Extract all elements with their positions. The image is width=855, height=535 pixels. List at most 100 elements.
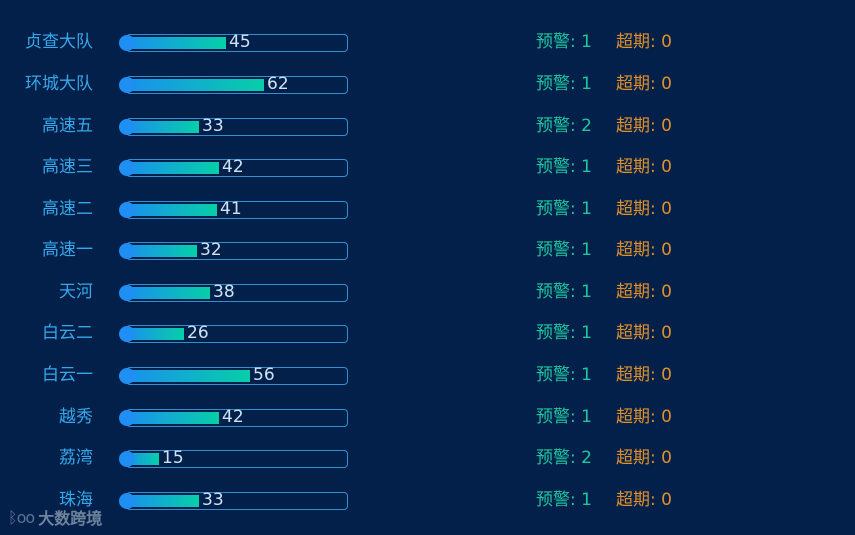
bar-knob-icon: [119, 451, 135, 467]
bar-row: 贞查大队 45 预警: 1 超期: 0: [0, 27, 855, 57]
category-label: 高速三: [42, 157, 93, 177]
overdue-count: 超期: 0: [616, 448, 672, 468]
bar-row: 越秀 42 预警: 1 超期: 0: [0, 402, 855, 432]
watermark-logo-icon: ᛒoo: [8, 507, 35, 527]
overdue-label: 超期: [616, 32, 650, 52]
overdue-count: 超期: 0: [616, 157, 672, 177]
overdue-label: 超期: [616, 282, 650, 302]
overdue-label: 超期: [616, 407, 650, 427]
overdue-value: 0: [661, 74, 672, 94]
category-label: 越秀: [59, 407, 93, 427]
bar-knob-icon: [119, 202, 135, 218]
bar-row: 荔湾 15 预警: 2 超期: 0: [0, 443, 855, 473]
bar-value-label: 38: [213, 282, 235, 302]
bar-knob-icon: [119, 35, 135, 51]
bar-fill: [126, 37, 226, 49]
warning-value: 2: [581, 116, 592, 136]
warning-label: 预警: [536, 199, 570, 219]
overdue-value: 0: [661, 157, 672, 177]
bar-fill: [126, 162, 219, 174]
bar-value-label: 62: [267, 74, 289, 94]
bar-fill: [126, 204, 217, 216]
warning-value: 1: [581, 490, 592, 510]
watermark: ᛒoo 大数跨境: [8, 505, 102, 529]
warning-label: 预警: [536, 282, 570, 302]
overdue-count: 超期: 0: [616, 199, 672, 219]
warning-label: 预警: [536, 365, 570, 385]
overdue-label: 超期: [616, 157, 650, 177]
category-label: 高速五: [42, 116, 93, 136]
bar-knob-icon: [119, 77, 135, 93]
warning-value: 1: [581, 32, 592, 52]
warning-count: 预警: 1: [536, 199, 592, 219]
overdue-count: 超期: 0: [616, 240, 672, 260]
warning-label: 预警: [536, 490, 570, 510]
bar-row: 高速二 41 预警: 1 超期: 0: [0, 194, 855, 224]
warning-count: 预警: 1: [536, 490, 592, 510]
bar-knob-icon: [119, 119, 135, 135]
overdue-count: 超期: 0: [616, 32, 672, 52]
warning-label: 预警: [536, 74, 570, 94]
overdue-label: 超期: [616, 323, 650, 343]
category-label: 环城大队: [25, 74, 93, 94]
warning-label: 预警: [536, 448, 570, 468]
warning-value: 1: [581, 365, 592, 385]
bar-fill: [126, 370, 250, 382]
overdue-value: 0: [661, 490, 672, 510]
bar-fill: [126, 328, 184, 340]
bar-row: 白云一 56 预警: 1 超期: 0: [0, 360, 855, 390]
overdue-label: 超期: [616, 116, 650, 136]
bar-knob-icon: [119, 368, 135, 384]
overdue-label: 超期: [616, 448, 650, 468]
category-label: 高速一: [42, 240, 93, 260]
bar-value-label: 45: [229, 32, 251, 52]
warning-value: 1: [581, 407, 592, 427]
overdue-value: 0: [661, 407, 672, 427]
bar-fill: [126, 121, 199, 133]
overdue-count: 超期: 0: [616, 407, 672, 427]
category-label: 高速二: [42, 199, 93, 219]
warning-count: 预警: 2: [536, 448, 592, 468]
warning-label: 预警: [536, 323, 570, 343]
warning-label: 预警: [536, 116, 570, 136]
bar-knob-icon: [119, 243, 135, 259]
warning-count: 预警: 1: [536, 365, 592, 385]
bar-fill: [126, 79, 264, 91]
warning-value: 1: [581, 157, 592, 177]
bar-knob-icon: [119, 160, 135, 176]
warning-value: 1: [581, 323, 592, 343]
bar-row: 白云二 26 预警: 1 超期: 0: [0, 318, 855, 348]
bar-row: 环城大队 62 预警: 1 超期: 0: [0, 69, 855, 99]
bar-row: 高速五 33 预警: 2 超期: 0: [0, 111, 855, 141]
warning-value: 1: [581, 240, 592, 260]
bar-row: 天河 38 预警: 1 超期: 0: [0, 277, 855, 307]
warning-value: 1: [581, 74, 592, 94]
warning-value: 2: [581, 448, 592, 468]
warning-label: 预警: [536, 157, 570, 177]
warning-label: 预警: [536, 240, 570, 260]
overdue-label: 超期: [616, 490, 650, 510]
bar-value-label: 26: [187, 323, 209, 343]
warning-count: 预警: 1: [536, 157, 592, 177]
bar-knob-icon: [119, 285, 135, 301]
overdue-value: 0: [661, 448, 672, 468]
bar-knob-icon: [119, 326, 135, 342]
overdue-count: 超期: 0: [616, 116, 672, 136]
overdue-value: 0: [661, 32, 672, 52]
overdue-value: 0: [661, 199, 672, 219]
bar-value-label: 15: [162, 448, 184, 468]
overdue-value: 0: [661, 282, 672, 302]
warning-value: 1: [581, 282, 592, 302]
warning-count: 预警: 1: [536, 407, 592, 427]
bar-row: 高速三 42 预警: 1 超期: 0: [0, 152, 855, 182]
warning-count: 预警: 1: [536, 32, 592, 52]
overdue-label: 超期: [616, 199, 650, 219]
category-label: 白云二: [42, 323, 93, 343]
bar-value-label: 42: [222, 407, 244, 427]
overdue-count: 超期: 0: [616, 365, 672, 385]
category-label: 白云一: [42, 365, 93, 385]
overdue-label: 超期: [616, 74, 650, 94]
bar-value-label: 33: [202, 490, 224, 510]
warning-label: 预警: [536, 407, 570, 427]
